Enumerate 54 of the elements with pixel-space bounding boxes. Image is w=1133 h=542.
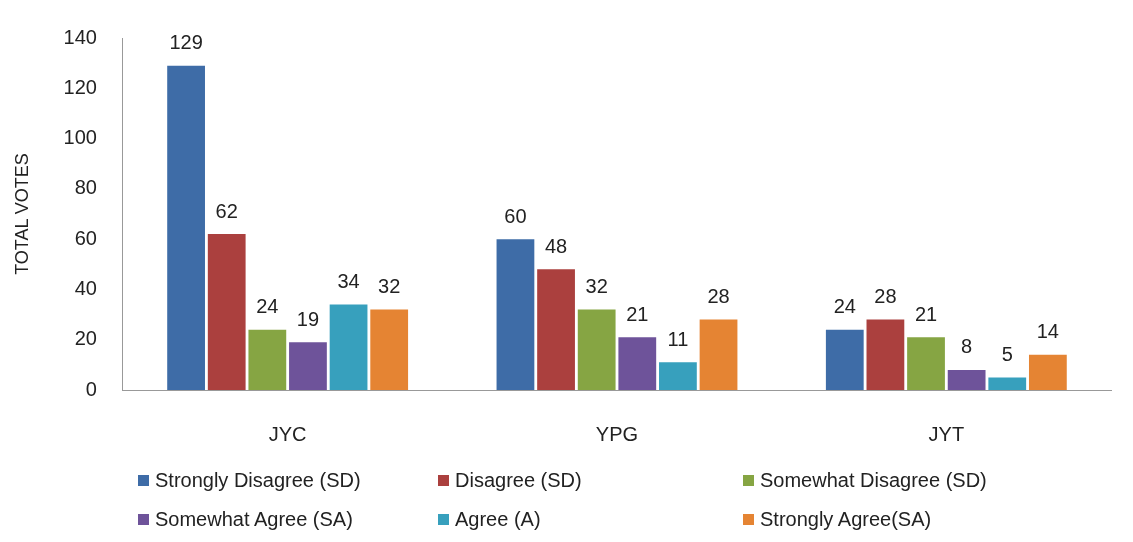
bar — [699, 319, 738, 390]
data-label: 14 — [1036, 320, 1059, 343]
bar — [289, 342, 327, 390]
data-label: 34 — [337, 270, 360, 293]
bar — [248, 329, 287, 390]
bar — [167, 65, 205, 390]
data-label: 129 — [169, 31, 203, 54]
y-tick-label: 60 — [74, 226, 97, 249]
legend-label: Agree (A) — [455, 508, 541, 531]
x-tick-label: JYC — [268, 422, 307, 445]
y-tick-label: 40 — [74, 276, 97, 299]
y-tick-label: 100 — [63, 126, 97, 149]
data-label: 60 — [504, 204, 527, 227]
bar — [825, 329, 864, 390]
bar — [537, 269, 575, 390]
data-label: 21 — [914, 302, 938, 325]
data-label: 24 — [256, 295, 279, 318]
data-label: 11 — [667, 327, 689, 350]
bar — [207, 234, 246, 390]
y-tick-label: 0 — [85, 377, 97, 400]
data-label: 28 — [874, 285, 897, 308]
bar — [988, 377, 1027, 390]
y-axis-title: TOTAL VOTES — [11, 153, 32, 275]
legend-label: Strongly Disagree (SD) — [155, 469, 361, 492]
y-tick-label: 80 — [74, 176, 97, 199]
bar — [659, 362, 697, 390]
bar — [1028, 354, 1067, 390]
data-label: 48 — [544, 234, 568, 257]
bar — [618, 337, 657, 390]
bar — [496, 239, 535, 390]
legend-label: Disagree (SD) — [455, 469, 582, 492]
legend-label: Somewhat Agree (SA) — [155, 508, 353, 531]
y-tick-label: 140 — [63, 25, 97, 48]
data-label: 24 — [833, 295, 856, 318]
bar — [866, 319, 905, 390]
data-label: 5 — [1001, 342, 1013, 365]
data-label: 62 — [215, 199, 238, 222]
bar — [947, 369, 986, 390]
data-label: 19 — [296, 307, 320, 330]
bar — [907, 337, 945, 390]
data-label: 32 — [585, 275, 608, 298]
data-label: 32 — [378, 275, 401, 298]
legend-label: Strongly Agree(SA) — [760, 508, 932, 531]
x-tick-label: JYT — [928, 422, 965, 445]
y-tick-label: 120 — [63, 75, 97, 98]
y-tick-label: 20 — [74, 327, 97, 350]
data-label: 21 — [626, 302, 649, 325]
bar — [577, 309, 616, 390]
data-label: 8 — [961, 335, 973, 358]
bar — [370, 309, 409, 390]
bar — [329, 304, 368, 390]
x-tick-label: YPG — [595, 422, 639, 445]
legend-label: Somewhat Disagree (SD) — [760, 469, 987, 492]
data-label: 28 — [707, 285, 730, 308]
